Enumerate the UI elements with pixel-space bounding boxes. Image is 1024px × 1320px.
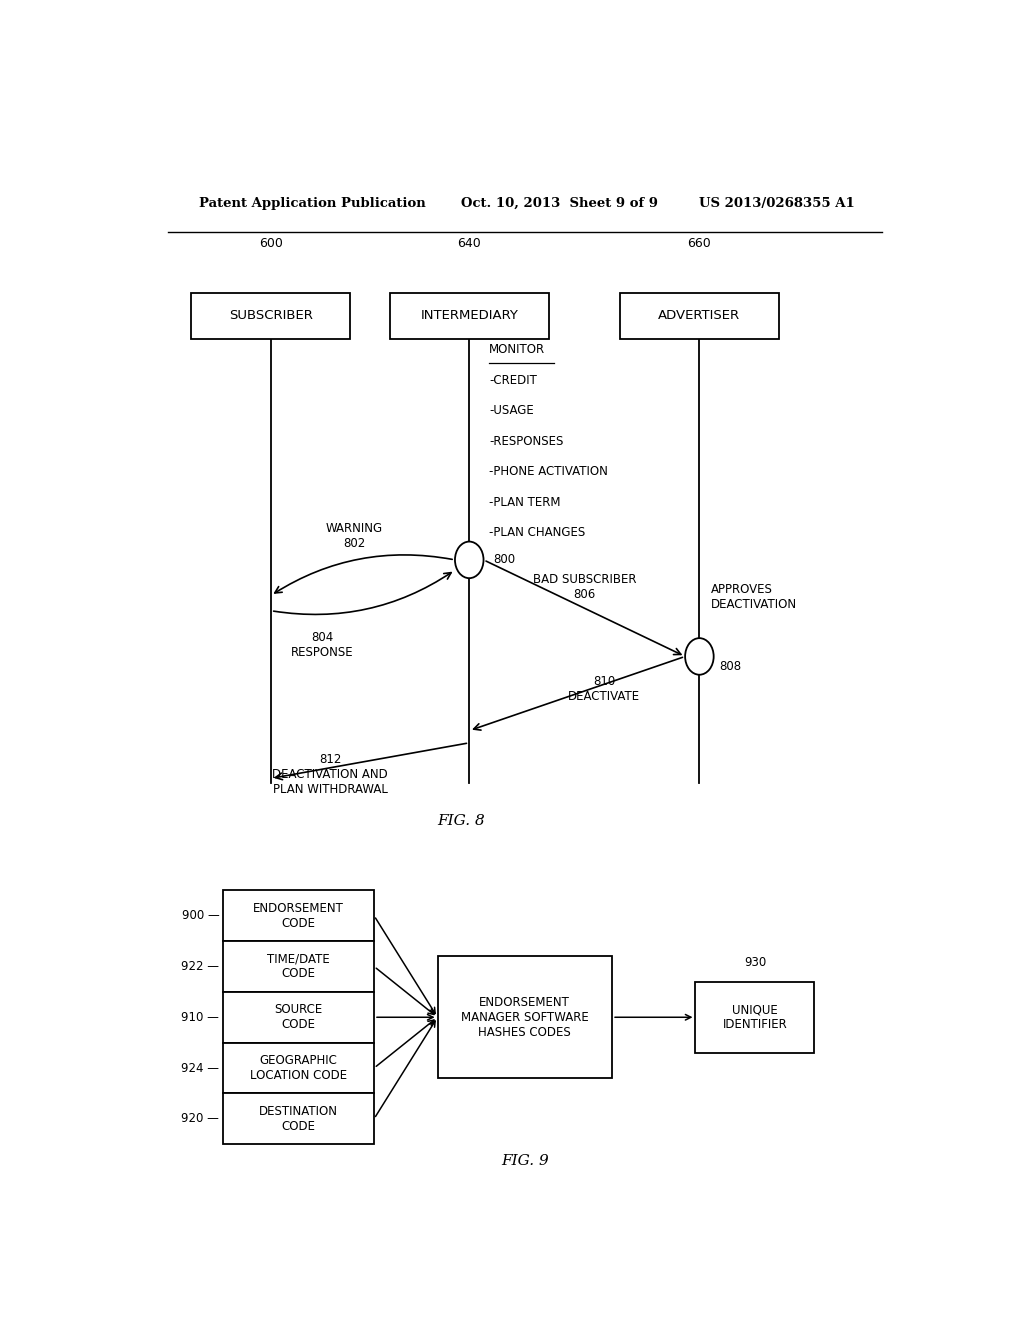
Text: SUBSCRIBER: SUBSCRIBER	[229, 309, 312, 322]
Text: FIG. 9: FIG. 9	[501, 1155, 549, 1168]
FancyBboxPatch shape	[223, 1043, 374, 1093]
Text: -PLAN CHANGES: -PLAN CHANGES	[489, 527, 586, 540]
Text: 660: 660	[687, 236, 712, 249]
Text: 910 —: 910 —	[181, 1011, 219, 1024]
Text: -CREDIT: -CREDIT	[489, 374, 537, 387]
FancyBboxPatch shape	[191, 293, 350, 339]
Text: Patent Application Publication: Patent Application Publication	[200, 197, 426, 210]
Circle shape	[685, 638, 714, 675]
Text: -RESPONSES: -RESPONSES	[489, 434, 563, 447]
Text: SOURCE
CODE: SOURCE CODE	[274, 1003, 323, 1031]
Text: 920 —: 920 —	[181, 1113, 219, 1126]
Circle shape	[455, 541, 483, 578]
Text: 804
RESPONSE: 804 RESPONSE	[291, 631, 353, 659]
Text: UNIQUE
IDENTIFIER: UNIQUE IDENTIFIER	[723, 1003, 787, 1031]
Text: -PHONE ACTIVATION: -PHONE ACTIVATION	[489, 466, 608, 478]
Text: TIME/DATE
CODE: TIME/DATE CODE	[267, 953, 330, 981]
FancyBboxPatch shape	[620, 293, 779, 339]
Text: 922 —: 922 —	[181, 960, 219, 973]
Text: 900 —: 900 —	[181, 909, 219, 923]
Text: ADVERTISER: ADVERTISER	[658, 309, 740, 322]
FancyBboxPatch shape	[223, 991, 374, 1043]
Text: ENDORSEMENT
MANAGER SOFTWARE
HASHES CODES: ENDORSEMENT MANAGER SOFTWARE HASHES CODE…	[461, 995, 589, 1039]
FancyBboxPatch shape	[695, 982, 814, 1053]
Text: Oct. 10, 2013  Sheet 9 of 9: Oct. 10, 2013 Sheet 9 of 9	[461, 197, 658, 210]
Text: 640: 640	[458, 236, 481, 249]
Text: 924 —: 924 —	[181, 1061, 219, 1074]
Text: WARNING
802: WARNING 802	[326, 523, 383, 550]
Text: 810
DEACTIVATE: 810 DEACTIVATE	[568, 675, 640, 702]
Text: FIG. 8: FIG. 8	[437, 814, 485, 828]
FancyBboxPatch shape	[390, 293, 549, 339]
Text: -USAGE: -USAGE	[489, 404, 534, 417]
Text: 808: 808	[719, 660, 741, 673]
Text: ENDORSEMENT
CODE: ENDORSEMENT CODE	[253, 902, 344, 929]
Text: -PLAN TERM: -PLAN TERM	[489, 496, 560, 508]
Text: 930: 930	[743, 957, 766, 969]
Text: US 2013/0268355 A1: US 2013/0268355 A1	[699, 197, 855, 210]
Text: GEOGRAPHIC
LOCATION CODE: GEOGRAPHIC LOCATION CODE	[250, 1055, 347, 1082]
Text: DESTINATION
CODE: DESTINATION CODE	[259, 1105, 338, 1133]
Text: 800: 800	[494, 553, 515, 566]
FancyBboxPatch shape	[223, 941, 374, 991]
FancyBboxPatch shape	[437, 956, 612, 1078]
Text: INTERMEDIARY: INTERMEDIARY	[420, 309, 518, 322]
FancyBboxPatch shape	[223, 890, 374, 941]
Text: 600: 600	[259, 236, 283, 249]
FancyBboxPatch shape	[223, 1093, 374, 1144]
Text: APPROVES
DEACTIVATION: APPROVES DEACTIVATION	[712, 582, 798, 611]
Text: 812
DEACTIVATION AND
PLAN WITHDRAWAL: 812 DEACTIVATION AND PLAN WITHDRAWAL	[272, 752, 388, 796]
Text: BAD SUBSCRIBER
806: BAD SUBSCRIBER 806	[532, 573, 636, 601]
Text: MONITOR: MONITOR	[489, 343, 545, 356]
